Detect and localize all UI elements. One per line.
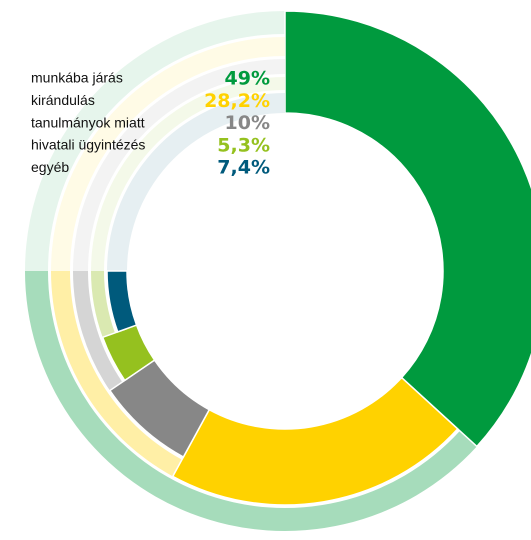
ring-background [73, 59, 285, 272]
legend-label: hivatali ügyintézés [31, 137, 145, 153]
segment [106, 270, 138, 333]
ring-track [25, 271, 477, 531]
legend-label: kirándulás [31, 92, 95, 108]
ring-track [51, 271, 182, 477]
ring-background [107, 93, 285, 271]
value-label: 7,4% [217, 157, 270, 179]
value-label: 10% [225, 112, 270, 134]
ring-background [25, 11, 285, 272]
ring-track [73, 271, 123, 391]
value-label: 28,2% [204, 90, 270, 112]
value-label: 49% [225, 68, 270, 90]
segment [171, 376, 459, 506]
ring-background [91, 77, 285, 271]
legend-label: munkába járás [31, 70, 123, 86]
legend-label: egyéb [31, 159, 69, 175]
segment [284, 10, 531, 448]
legend-label: tanulmányok miatt [31, 114, 145, 130]
ring-background [51, 37, 285, 272]
ring-track [91, 271, 115, 338]
value-label: 5,3% [217, 134, 270, 156]
